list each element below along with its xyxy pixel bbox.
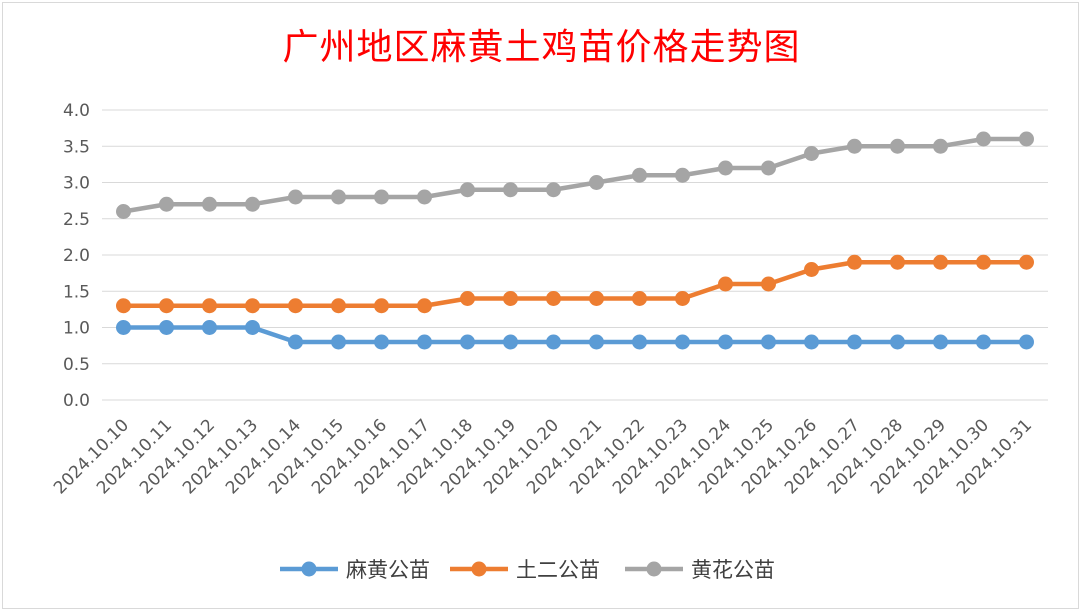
data-point (331, 298, 346, 314)
data-point (202, 320, 217, 335)
data-point (632, 167, 647, 183)
data-point (546, 291, 561, 306)
data-point (245, 320, 260, 335)
legend-label: 黄花公苗 (691, 558, 775, 582)
data-point (116, 320, 131, 335)
legend-marker (646, 561, 662, 577)
legend: 麻黄公苗 土二公苗 黄花公苗 (280, 558, 775, 582)
y-tick-label: 3.0 (63, 174, 90, 194)
data-point (718, 160, 733, 176)
data-point (288, 189, 303, 205)
data-point (245, 196, 260, 212)
series-0 (116, 320, 1034, 350)
data-point (933, 254, 948, 270)
data-point (847, 334, 862, 350)
data-point (417, 189, 432, 205)
data-point (632, 334, 647, 350)
chart-title: 广州地区麻黄土鸡苗价格走势图 (282, 27, 801, 68)
data-point (804, 146, 819, 161)
y-axis-ticks: 0.0 0.5 1.0 1.5 2.0 2.5 3.0 3.5 4.0 (63, 101, 90, 411)
data-point (718, 276, 733, 292)
data-point (847, 138, 862, 154)
data-point (460, 182, 475, 198)
data-point (116, 204, 131, 219)
data-point (804, 334, 819, 350)
data-point (976, 131, 991, 147)
data-point (503, 334, 518, 350)
data-point (417, 334, 432, 350)
data-point (804, 262, 819, 277)
legend-item: 麻黄公苗 (280, 558, 430, 582)
series-line (121, 260, 1029, 308)
data-point (116, 298, 131, 314)
y-tick-label: 1.5 (63, 282, 90, 302)
data-point (288, 298, 303, 314)
y-tick-label: 1.0 (63, 319, 90, 339)
data-point (589, 334, 604, 350)
data-point (159, 298, 174, 314)
legend-item: 土二公苗 (450, 558, 600, 582)
legend-label: 土二公苗 (516, 558, 600, 582)
data-point (933, 334, 948, 350)
data-point (460, 334, 475, 350)
data-point (761, 276, 776, 292)
data-point (1019, 254, 1034, 270)
data-point (675, 334, 690, 350)
legend-item: 黄花公苗 (625, 558, 775, 582)
y-tick-label: 3.5 (63, 137, 90, 157)
data-point (761, 334, 776, 350)
data-point (1019, 334, 1034, 350)
data-point (1019, 131, 1034, 147)
data-point (761, 160, 776, 176)
data-point (331, 334, 346, 350)
data-point (976, 254, 991, 270)
data-point (503, 182, 518, 198)
data-point (847, 254, 862, 270)
data-point (202, 196, 217, 212)
legend-marker (301, 561, 317, 577)
data-point (890, 138, 905, 154)
y-tick-label: 0.0 (63, 391, 90, 411)
data-point (159, 320, 174, 335)
data-point (202, 298, 217, 314)
legend-marker (471, 561, 487, 577)
data-point (890, 334, 905, 350)
data-point (675, 167, 690, 183)
x-axis-ticks: 2024.10.102024.10.112024.10.122024.10.13… (50, 415, 1036, 498)
data-point (331, 189, 346, 205)
data-point (589, 291, 604, 306)
series-1 (116, 254, 1034, 314)
data-point (546, 334, 561, 350)
legend-label: 麻黄公苗 (346, 558, 430, 582)
series-line (121, 325, 1029, 345)
data-point (976, 334, 991, 350)
series-2 (116, 131, 1034, 219)
data-point (417, 298, 432, 314)
data-point (374, 189, 389, 205)
data-point (460, 291, 475, 306)
data-point (546, 182, 561, 198)
data-point (675, 291, 690, 306)
data-point (159, 196, 174, 212)
data-point (288, 334, 303, 350)
y-tick-label: 0.5 (63, 355, 90, 375)
series-line (121, 136, 1029, 214)
data-point (374, 334, 389, 350)
y-tick-label: 2.0 (63, 246, 90, 266)
data-point (503, 291, 518, 306)
data-point (245, 298, 260, 314)
data-point (632, 291, 647, 306)
gridlines (102, 109, 1048, 401)
series-lines (116, 131, 1034, 350)
data-point (589, 175, 604, 190)
data-point (890, 254, 905, 270)
data-point (374, 298, 389, 314)
data-point (933, 138, 948, 154)
y-tick-label: 4.0 (63, 101, 90, 121)
data-point (718, 334, 733, 350)
y-tick-label: 2.5 (63, 210, 90, 230)
